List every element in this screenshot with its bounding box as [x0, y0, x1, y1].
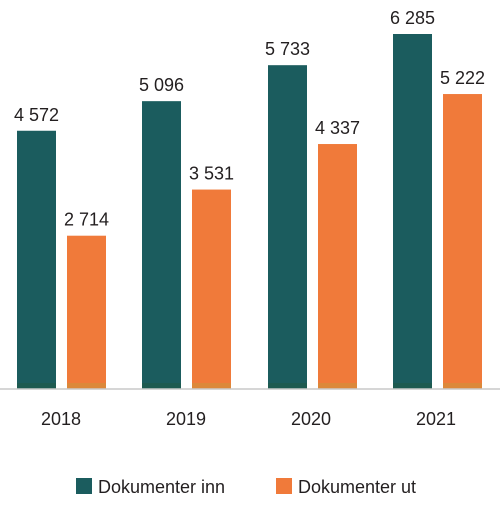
bar-footer-inn-2020: [268, 383, 307, 389]
value-label-inn-2018: 4 572: [14, 105, 59, 125]
legend-swatch-ut: [276, 478, 292, 494]
bar-footer-ut-2018: [67, 383, 106, 389]
x-tick-label-2020: 2020: [291, 409, 331, 429]
bar-inn-2020: [268, 65, 307, 389]
bar-footer-ut-2020: [318, 383, 357, 389]
x-tick-label-2019: 2019: [166, 409, 206, 429]
bar-inn-2018: [17, 130, 56, 389]
value-label-ut-2020: 4 337: [315, 118, 360, 138]
legend-label-ut: Dokumenter ut: [298, 477, 416, 497]
bar-footer-inn-2021: [393, 383, 432, 389]
legend-swatch-inn: [76, 478, 92, 494]
value-label-inn-2021: 6 285: [390, 8, 435, 28]
bar-inn-2019: [142, 101, 181, 389]
bar-ut-2019: [192, 189, 231, 389]
value-label-inn-2020: 5 733: [265, 39, 310, 59]
bar-inn-2021: [393, 34, 432, 389]
x-tick-labels-group: 2018 2019 2020 2021: [41, 409, 456, 429]
x-tick-label-2018: 2018: [41, 409, 81, 429]
bar-ut-2018: [67, 235, 106, 389]
value-label-ut-2018: 2 714: [64, 210, 109, 230]
bar-footer-inn-2018: [17, 383, 56, 389]
bar-footer-ut-2019: [192, 383, 231, 389]
bar-footer-inn-2019: [142, 383, 181, 389]
legend-label-inn: Dokumenter inn: [98, 477, 225, 497]
value-label-ut-2021: 5 222: [440, 68, 485, 88]
value-label-inn-2019: 5 096: [139, 75, 184, 95]
x-tick-label-2021: 2021: [416, 409, 456, 429]
bar-ut-2020: [318, 144, 357, 389]
bar-footer-ut-2021: [443, 383, 482, 389]
value-label-ut-2019: 3 531: [189, 164, 234, 184]
bars-group: [17, 34, 482, 389]
legend: Dokumenter inn Dokumenter ut: [76, 477, 416, 497]
bar-ut-2021: [443, 94, 482, 389]
value-labels-group: 4 572 2 714 5 096 3 531 5 733 4 337 6 285 5 222: [14, 8, 485, 230]
